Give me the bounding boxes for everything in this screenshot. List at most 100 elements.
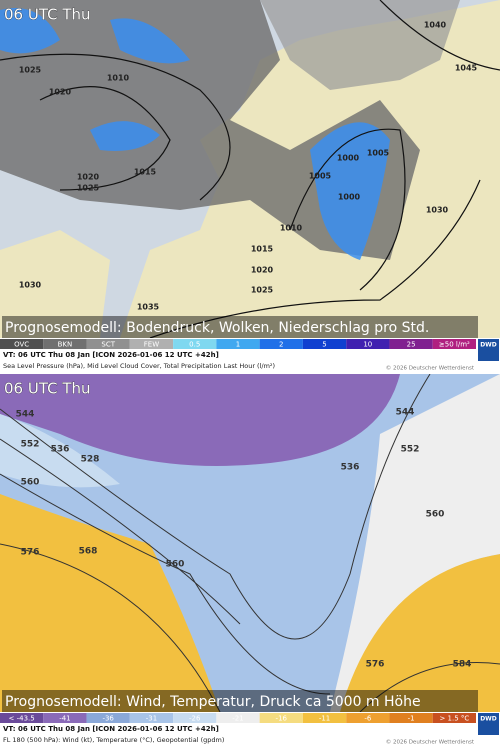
contour [0,473,331,695]
contour-label: 560 [426,510,445,520]
clouds [0,0,420,260]
contour-label: 544 [396,408,415,418]
contour-label: 1020 [49,88,72,97]
legend-swatch [432,339,476,349]
legend-label: -1 [408,715,415,723]
legend-swatch [129,713,174,723]
legend-swatch [43,339,87,349]
legend-swatch [346,713,390,723]
logo-text: DWD [480,716,497,723]
contour-label: 536 [51,445,70,455]
legend-swatch [129,339,174,349]
legend-swatch [302,713,347,723]
isobar [39,86,171,191]
contour-label: 544 [16,410,35,420]
contour-label: 1010 [280,224,303,233]
legend-label: OVC [14,341,29,349]
legend-swatch [259,713,303,723]
contour [0,438,241,625]
legend-label: SCT [101,341,115,349]
legend-label: -31 [146,715,157,723]
contour-label: 1015 [251,245,274,254]
description: Sea Level Pressure (hPa), Mid Level Clou… [3,362,275,370]
caption-bg [2,690,478,712]
legend-label: 25 [407,341,416,349]
panel: 544 552 536 528 560 576 568 560 536 544 552 560 576 5… [0,374,500,746]
land [0,230,110,338]
temp-field [330,554,500,712]
legend-label: > 1.5 °C [439,715,469,723]
contour-label: 560 [166,560,185,570]
contour-label: 584 [453,660,472,670]
legend-label: -11 [319,715,330,723]
contour-label: 560 [21,478,40,488]
legend-label: BKN [58,341,73,349]
time-label: 06 UTC Thu [4,6,91,24]
legend-label: -36 [102,715,114,723]
legend-label: 2 [279,341,283,349]
clouds [260,0,460,90]
copyright: © 2026 Deutscher Wetterdienst [386,739,475,746]
isobar [0,53,231,201]
legend-swatch [43,713,87,723]
legend-swatch [302,339,347,349]
legend-swatch [86,339,130,349]
contour-label: 1030 [426,206,449,215]
contour-label: 1010 [107,74,130,83]
isobar [289,128,406,291]
legend-label: -6 [364,715,372,723]
contour-label: 576 [366,660,385,670]
map: 544 552 536 528 560 576 568 560 536 544 552 560 576 5… [0,374,500,712]
legend-label: -21 [232,715,243,723]
legend-swatch [173,713,217,723]
contour-label: 536 [341,463,360,473]
copyright: © 2026 Deutscher Wetterdienst [386,365,475,372]
map: 1040 1025 1020 1010 1015 1020 1025 1005 1000 1005… [0,0,500,338]
contour-label: 1025 [77,184,100,193]
legend-label: 0.5 [189,341,200,349]
contour-label: 1045 [455,64,478,73]
legend-label: -26 [189,715,201,723]
legend-swatch [0,339,44,349]
contour-label: 1000 [338,193,361,202]
legend-swatch [216,339,260,349]
contour-label: 552 [401,445,420,455]
temp-field [0,494,220,712]
contour-label: 568 [79,547,98,557]
legend-swatch [259,339,303,349]
caption: Prognosemodell: Bodendruck, Wolken, Nied… [5,320,429,336]
contour-label: 1040 [424,21,447,30]
isobar [149,179,481,338]
contour-label: 1015 [134,168,157,177]
contour-label: 1020 [251,266,274,275]
contour-label: 1025 [19,66,42,75]
contour [0,374,431,640]
legend-swatch [432,713,476,723]
legend-label: < -43.5 [9,715,35,723]
legend-label: 1 [236,341,240,349]
precip [0,8,190,64]
contour [0,543,221,712]
legend-swatch [346,339,390,349]
legend-swatch [0,713,44,723]
contour-label: 1025 [251,286,274,295]
legend-swatch [173,339,217,349]
precip [90,121,160,151]
time-label: 06 UTC Thu [4,380,91,398]
contour-label: 1020 [77,173,100,182]
legend-swatch [389,339,433,349]
contour-label: 576 [21,548,40,558]
legend-label: ≥50 l/m² [439,341,470,349]
temp-field [330,374,500,712]
legend-swatch [389,713,433,723]
contour-label: 1030 [19,281,42,290]
logo [478,339,499,361]
contour-label: 1000 [337,154,360,163]
caption: Prognosemodell: Wind, Temperatur, Druck … [5,694,421,710]
isobar [379,0,500,71]
legend-label: -41 [59,715,70,723]
logo [478,713,499,735]
contour-label: 528 [81,455,100,465]
caption-bg [2,316,478,338]
